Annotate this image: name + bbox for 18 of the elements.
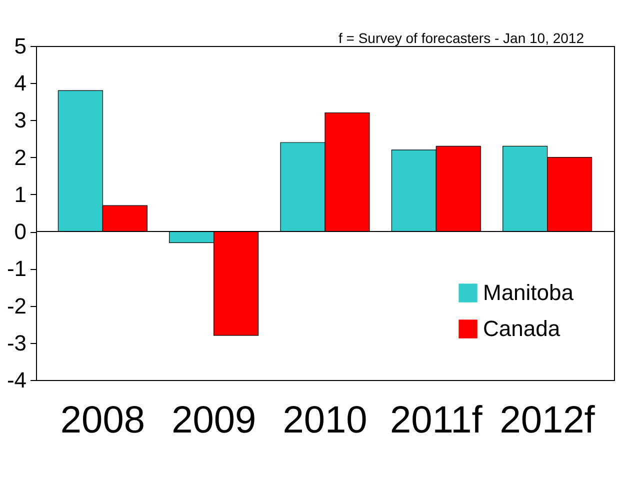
y-tick-label: -4 [6, 368, 26, 392]
y-tick-label: 2 [14, 144, 26, 170]
y-tick-label: 4 [14, 70, 26, 96]
legend-label: Canada [483, 316, 561, 341]
text: f = Survey of forecasters - Jan 10, 2012 [338, 30, 584, 46]
x-tick-label: 2009 [172, 400, 256, 442]
x-tick-label: 2008 [60, 400, 145, 442]
legend-label: Manitoba [483, 280, 574, 305]
y-tick-label: 3 [14, 108, 26, 133]
y-tick-label: 0 [14, 219, 26, 244]
x-tick-label: 2012f [500, 400, 596, 442]
y-tick-label: -2 [6, 293, 26, 318]
y-tick-label: -3 [6, 330, 26, 356]
x-tick-label: 2011f [390, 400, 483, 442]
x-tick-label: 2010 [282, 400, 368, 442]
y-tick-label: -1 [6, 256, 26, 282]
y-tick-label: 1 [14, 182, 26, 207]
y-tick-label: 5 [14, 34, 26, 58]
